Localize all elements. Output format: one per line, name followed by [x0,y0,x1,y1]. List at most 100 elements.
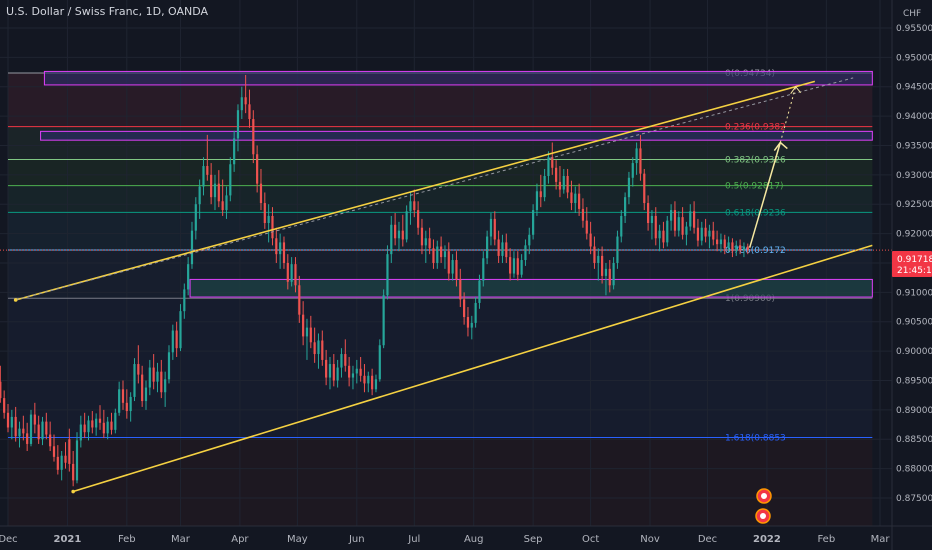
candle [539,191,542,198]
candle [171,330,174,353]
candle [512,258,516,274]
candle [3,398,6,413]
y-tick-label: 0.94500 [896,83,932,93]
candle [612,262,615,286]
channel-anchor [13,298,18,302]
candle [482,258,485,281]
x-tick-label: Feb [118,534,136,545]
candle [367,375,370,384]
price-badge-bg [892,251,932,277]
candle [37,424,40,440]
candle [447,251,450,274]
candle [210,174,213,198]
candle [558,181,562,190]
y-tick-label: 0.92500 [896,200,932,210]
candle [735,245,738,252]
x-tick-label: Mar [171,534,191,545]
candle [137,364,140,375]
candle [524,245,527,261]
time-axis-bg [0,526,932,550]
candle [221,201,224,211]
candle [405,211,408,240]
x-tick-label: Jul [407,534,420,545]
candle [532,210,535,235]
candle [650,215,654,224]
candle [18,428,21,437]
candle [470,322,473,328]
x-tick-label: 2022 [753,534,781,545]
candle [194,204,197,231]
fib-band [8,185,873,213]
fib-band [8,159,873,186]
candle [355,368,358,374]
candle [535,191,539,211]
candle [581,208,585,221]
candle [685,226,688,235]
fib-label-0.786: 0.786(0.9172 [725,246,786,256]
candle [363,375,366,384]
candle [121,389,125,403]
candle [654,215,657,239]
candle [489,218,493,237]
y-tick-label: 0.87500 [896,494,932,504]
candle [144,387,148,402]
candle [190,230,194,265]
candle [125,402,128,412]
candle [631,163,634,178]
candle [41,421,44,440]
candle [647,203,650,224]
candle [328,364,332,378]
candle [49,434,52,447]
y-tick-label: 0.90000 [896,347,932,357]
candle [578,193,581,209]
candle [267,215,270,224]
candle [662,230,665,243]
y-tick-label: 0.90500 [896,318,932,328]
candle [382,295,385,346]
candle [409,201,412,212]
x-tick-label: Dec [698,534,717,545]
currency-label[interactable]: CHF [903,9,921,19]
candle [72,463,75,481]
mid-resistance-zone [40,130,873,141]
y-tick-label: 0.93000 [896,171,932,181]
candle [313,342,316,355]
candle [459,279,462,300]
candle [114,412,117,430]
candle [248,104,251,120]
candle [98,418,102,423]
candle [420,227,424,246]
candle [378,345,381,380]
candle [478,280,481,303]
x-tick-label: Oct [582,534,599,545]
candle [704,227,707,237]
candle [371,375,374,390]
candle [348,365,351,378]
candle [413,201,416,211]
y-tick-label: 0.95500 [896,24,932,34]
candle [332,364,335,381]
candle [45,421,48,435]
candle [118,389,121,413]
y-tick-label: 0.92000 [896,230,932,240]
event-icons[interactable] [755,488,772,524]
candle [658,230,661,239]
candle [712,230,715,240]
fib-label-0.618: 0.618(0.9236 [725,208,786,218]
candle [52,446,56,457]
candle [148,367,151,388]
candle [256,154,259,184]
candle [727,242,730,249]
candle [309,327,312,343]
channel-lines [13,77,873,494]
candle [6,412,10,428]
candle [608,268,611,286]
candle [463,299,466,318]
candle [167,352,171,380]
candle [666,220,669,243]
candle [643,173,646,204]
candle [742,246,746,251]
candle [279,242,282,255]
